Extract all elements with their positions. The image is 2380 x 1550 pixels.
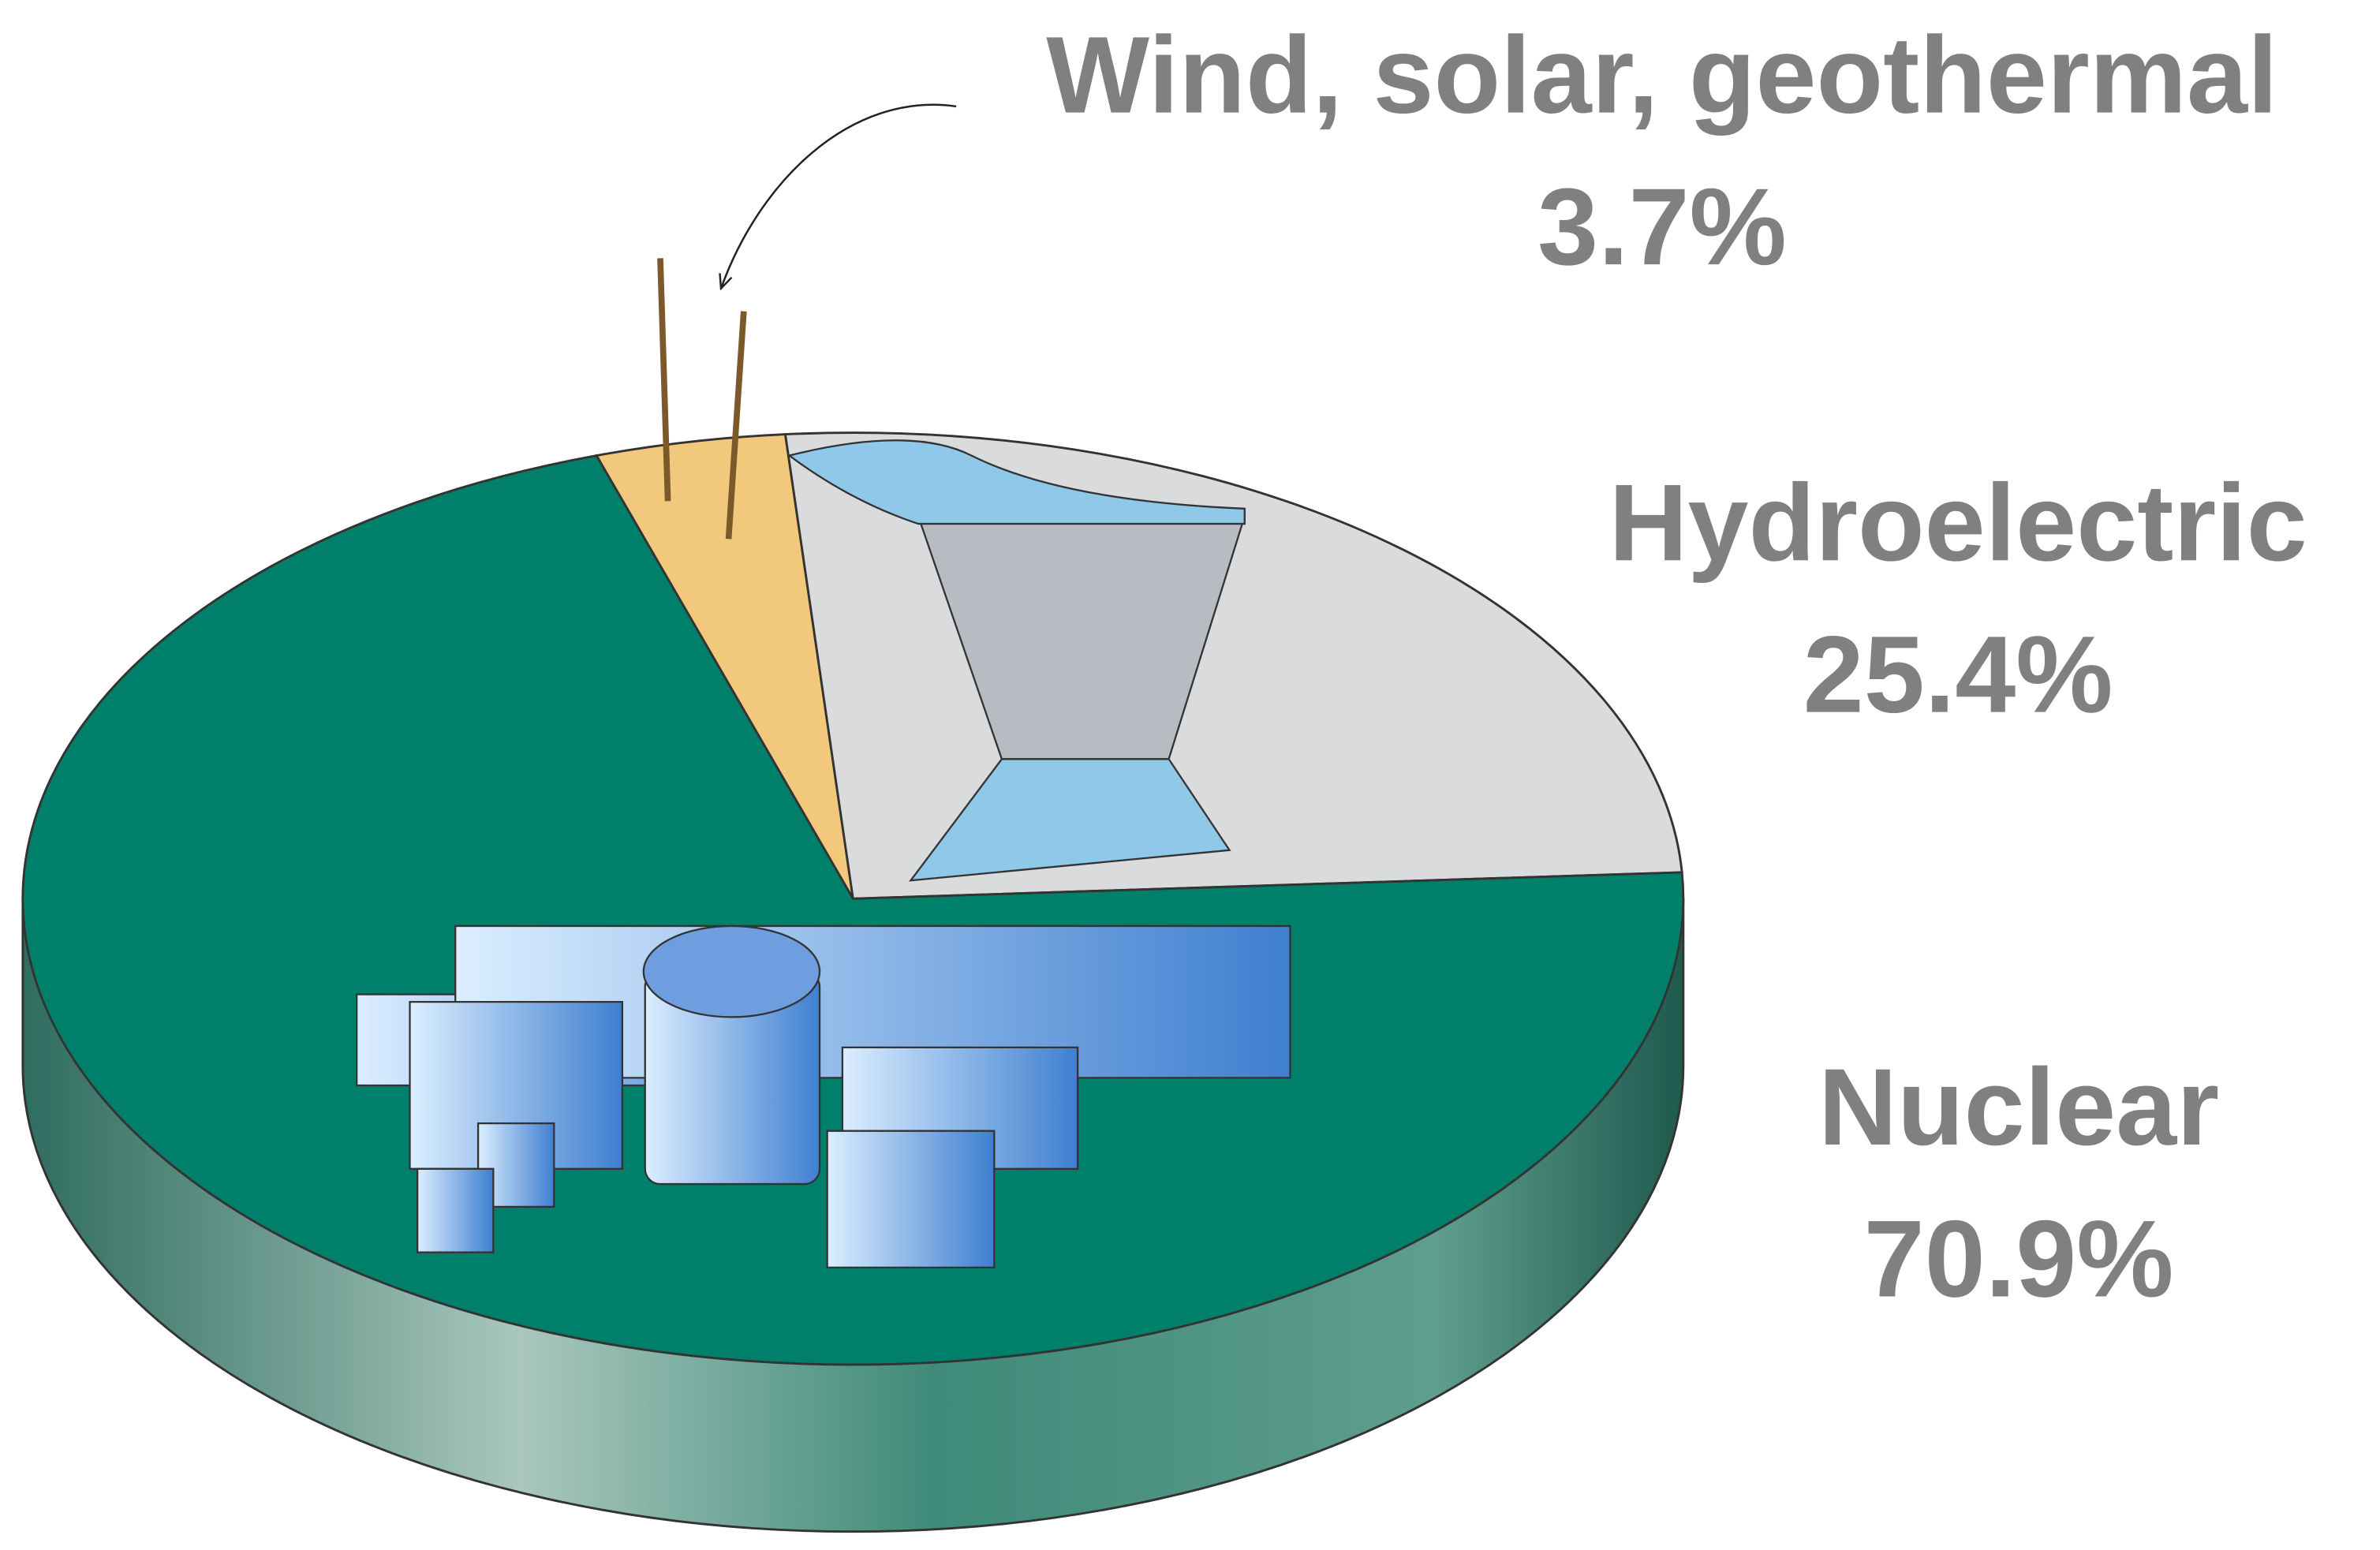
value-label: 3.7%: [1537, 166, 1787, 288]
page: Wind, solar, geothermal 3.7% Hydroelectric…: [0, 0, 2380, 1550]
chart: Wind, solar, geothermal 3.7% Hydroelectric…: [0, 0, 2380, 1550]
value-label: 25.4%: [1803, 614, 2113, 736]
slice-label: Nuclear: [1818, 1047, 2219, 1168]
building: [828, 1131, 995, 1268]
slice-label: Wind, solar, geothermal: [1046, 15, 2277, 136]
reactor-dome: [644, 926, 820, 1017]
slice-label: Hydroelectric: [1608, 462, 2307, 584]
tank: [417, 1169, 493, 1253]
label-arrow: [721, 105, 956, 289]
value-label: 70.9%: [1864, 1198, 2174, 1320]
